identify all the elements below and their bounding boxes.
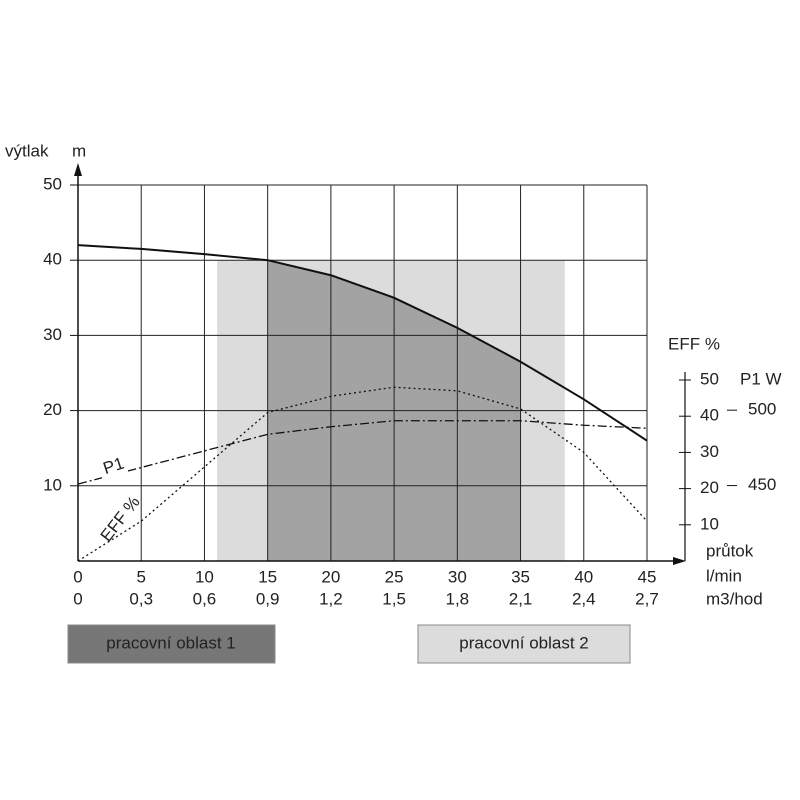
y2-tick-label: 50 (700, 369, 719, 388)
x2-tick-label: 2,4 (572, 589, 596, 608)
y-tick-label: 10 (43, 475, 62, 494)
y-tick-label: 30 (43, 325, 62, 344)
series-line (77, 420, 648, 485)
y-tick-label: 40 (43, 250, 62, 269)
series-line (77, 386, 648, 562)
x-axis-label: průtok (706, 541, 754, 560)
x2-tick-label: 0,6 (193, 589, 217, 608)
x2-axis-unit: m3/hod (706, 589, 763, 608)
x2-tick-label: 1,2 (319, 589, 343, 608)
x-tick-label: 40 (574, 567, 593, 586)
y3-axis-label: P1 W (740, 369, 782, 388)
x-tick-label: 20 (321, 567, 340, 586)
x-axis-unit: l/min (706, 566, 742, 585)
x-tick-label: 10 (195, 567, 214, 586)
label-bg (102, 458, 128, 480)
legend-label: pracovní oblast 1 (106, 633, 235, 652)
y-tick-label: 50 (43, 174, 62, 193)
x-tick-label: 15 (258, 567, 277, 586)
legend: pracovní oblast 1 pracovní oblast 2 (67, 624, 631, 664)
x2-tick-label: 0 (73, 589, 82, 608)
x-tick-label: 30 (448, 567, 467, 586)
x-tick-label: 25 (385, 567, 404, 586)
y2-tick-label: 30 (700, 442, 719, 461)
y-axis-unit: m (72, 141, 86, 160)
y2-tick-label: 10 (700, 514, 719, 533)
y2-tick-label: 20 (700, 478, 719, 497)
x2-tick-label: 1,5 (382, 589, 406, 608)
y3-tick-label: 500 (748, 400, 776, 419)
x2-tick-label: 0,9 (256, 589, 280, 608)
series-line (77, 244, 648, 442)
y2-tick-label: 40 (700, 406, 719, 425)
x2-tick-label: 2,1 (509, 589, 533, 608)
y2-axis-label: EFF % (668, 334, 720, 353)
axes (74, 163, 686, 565)
x-tick-label: 35 (511, 567, 530, 586)
legend-box (67, 624, 276, 664)
y-axis-arrow (74, 163, 82, 176)
x-tick-label: 0 (73, 567, 82, 586)
legend-box (417, 624, 631, 664)
x2-tick-label: 2,7 (635, 589, 659, 608)
y-tick-label: 20 (43, 400, 62, 419)
series-label: EFF % (97, 493, 144, 546)
x-axis-arrow (673, 557, 686, 565)
y-axis-label: výtlak (5, 141, 49, 160)
y3-tick-label: 450 (748, 475, 776, 494)
x2-tick-label: 0,3 (129, 589, 153, 608)
x-tick-label: 5 (136, 567, 145, 586)
lines (77, 244, 648, 562)
x2-tick-label: 1,8 (446, 589, 470, 608)
legend-label: pracovní oblast 2 (459, 633, 588, 652)
x-tick-label: 45 (638, 567, 657, 586)
